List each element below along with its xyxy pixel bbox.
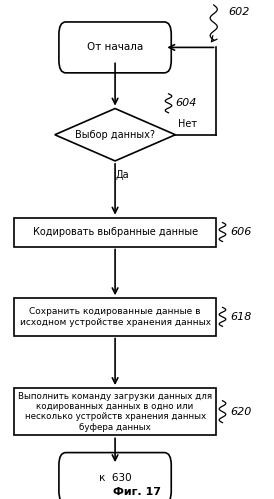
Text: к  630: к 630 [99,473,132,483]
Text: Да: Да [115,170,129,180]
Text: Сохранить кодированные данные в
исходном устройстве хранения данных: Сохранить кодированные данные в исходном… [19,307,211,326]
Text: Выполнить команду загрузки данных для
кодированных данных в одно или
несколько у: Выполнить команду загрузки данных для ко… [18,392,212,432]
Text: 620: 620 [230,407,252,417]
FancyBboxPatch shape [59,453,171,499]
Text: Кодировать выбранные данные: Кодировать выбранные данные [33,227,198,237]
FancyBboxPatch shape [14,218,216,247]
Text: От начала: От начала [87,42,143,52]
FancyBboxPatch shape [14,298,216,335]
Text: 618: 618 [230,312,252,322]
Polygon shape [55,109,175,161]
Text: 604: 604 [175,98,197,108]
Text: Нет: Нет [178,119,197,129]
Text: Выбор данных?: Выбор данных? [75,130,155,140]
FancyBboxPatch shape [14,388,216,435]
Text: 602: 602 [229,7,250,17]
Text: Фиг. 17: Фиг. 17 [113,487,161,497]
Text: 606: 606 [230,227,252,237]
FancyBboxPatch shape [59,22,171,73]
